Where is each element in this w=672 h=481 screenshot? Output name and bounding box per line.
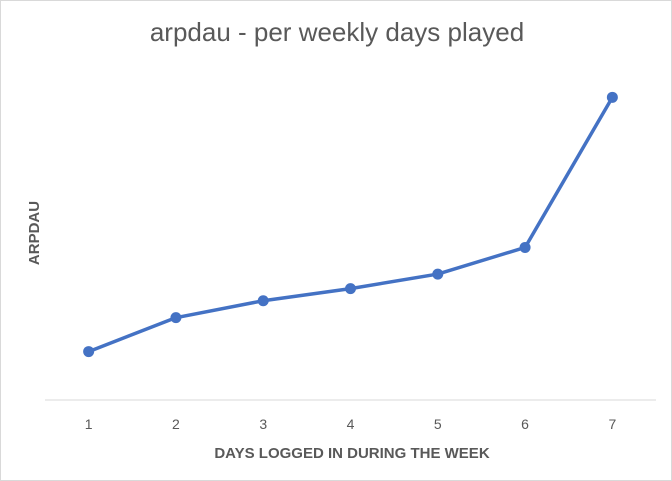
y-axis-title: ARPDAU [26,201,43,265]
x-tick-label: 6 [521,416,529,432]
data-point [432,268,444,280]
x-tick-label: 5 [434,416,442,432]
x-tick-label: 1 [85,416,93,432]
data-point [519,241,531,253]
data-point [257,295,269,307]
data-point [170,312,182,324]
series-line [86,95,615,354]
data-point [83,346,95,358]
data-points [83,91,618,358]
data-point [345,283,356,295]
x-axis-title: DAYS LOGGED IN DURING THE WEEK [214,445,489,462]
x-tick-labels: 1 2 3 4 5 6 7 [85,416,617,432]
x-tick-label: 7 [608,416,616,432]
data-point [606,91,618,103]
chart-title: arpdau - per weekly days played [150,17,524,47]
x-tick-label: 3 [259,416,267,432]
x-tick-label: 2 [172,416,180,432]
x-tick-label: 4 [347,416,355,432]
